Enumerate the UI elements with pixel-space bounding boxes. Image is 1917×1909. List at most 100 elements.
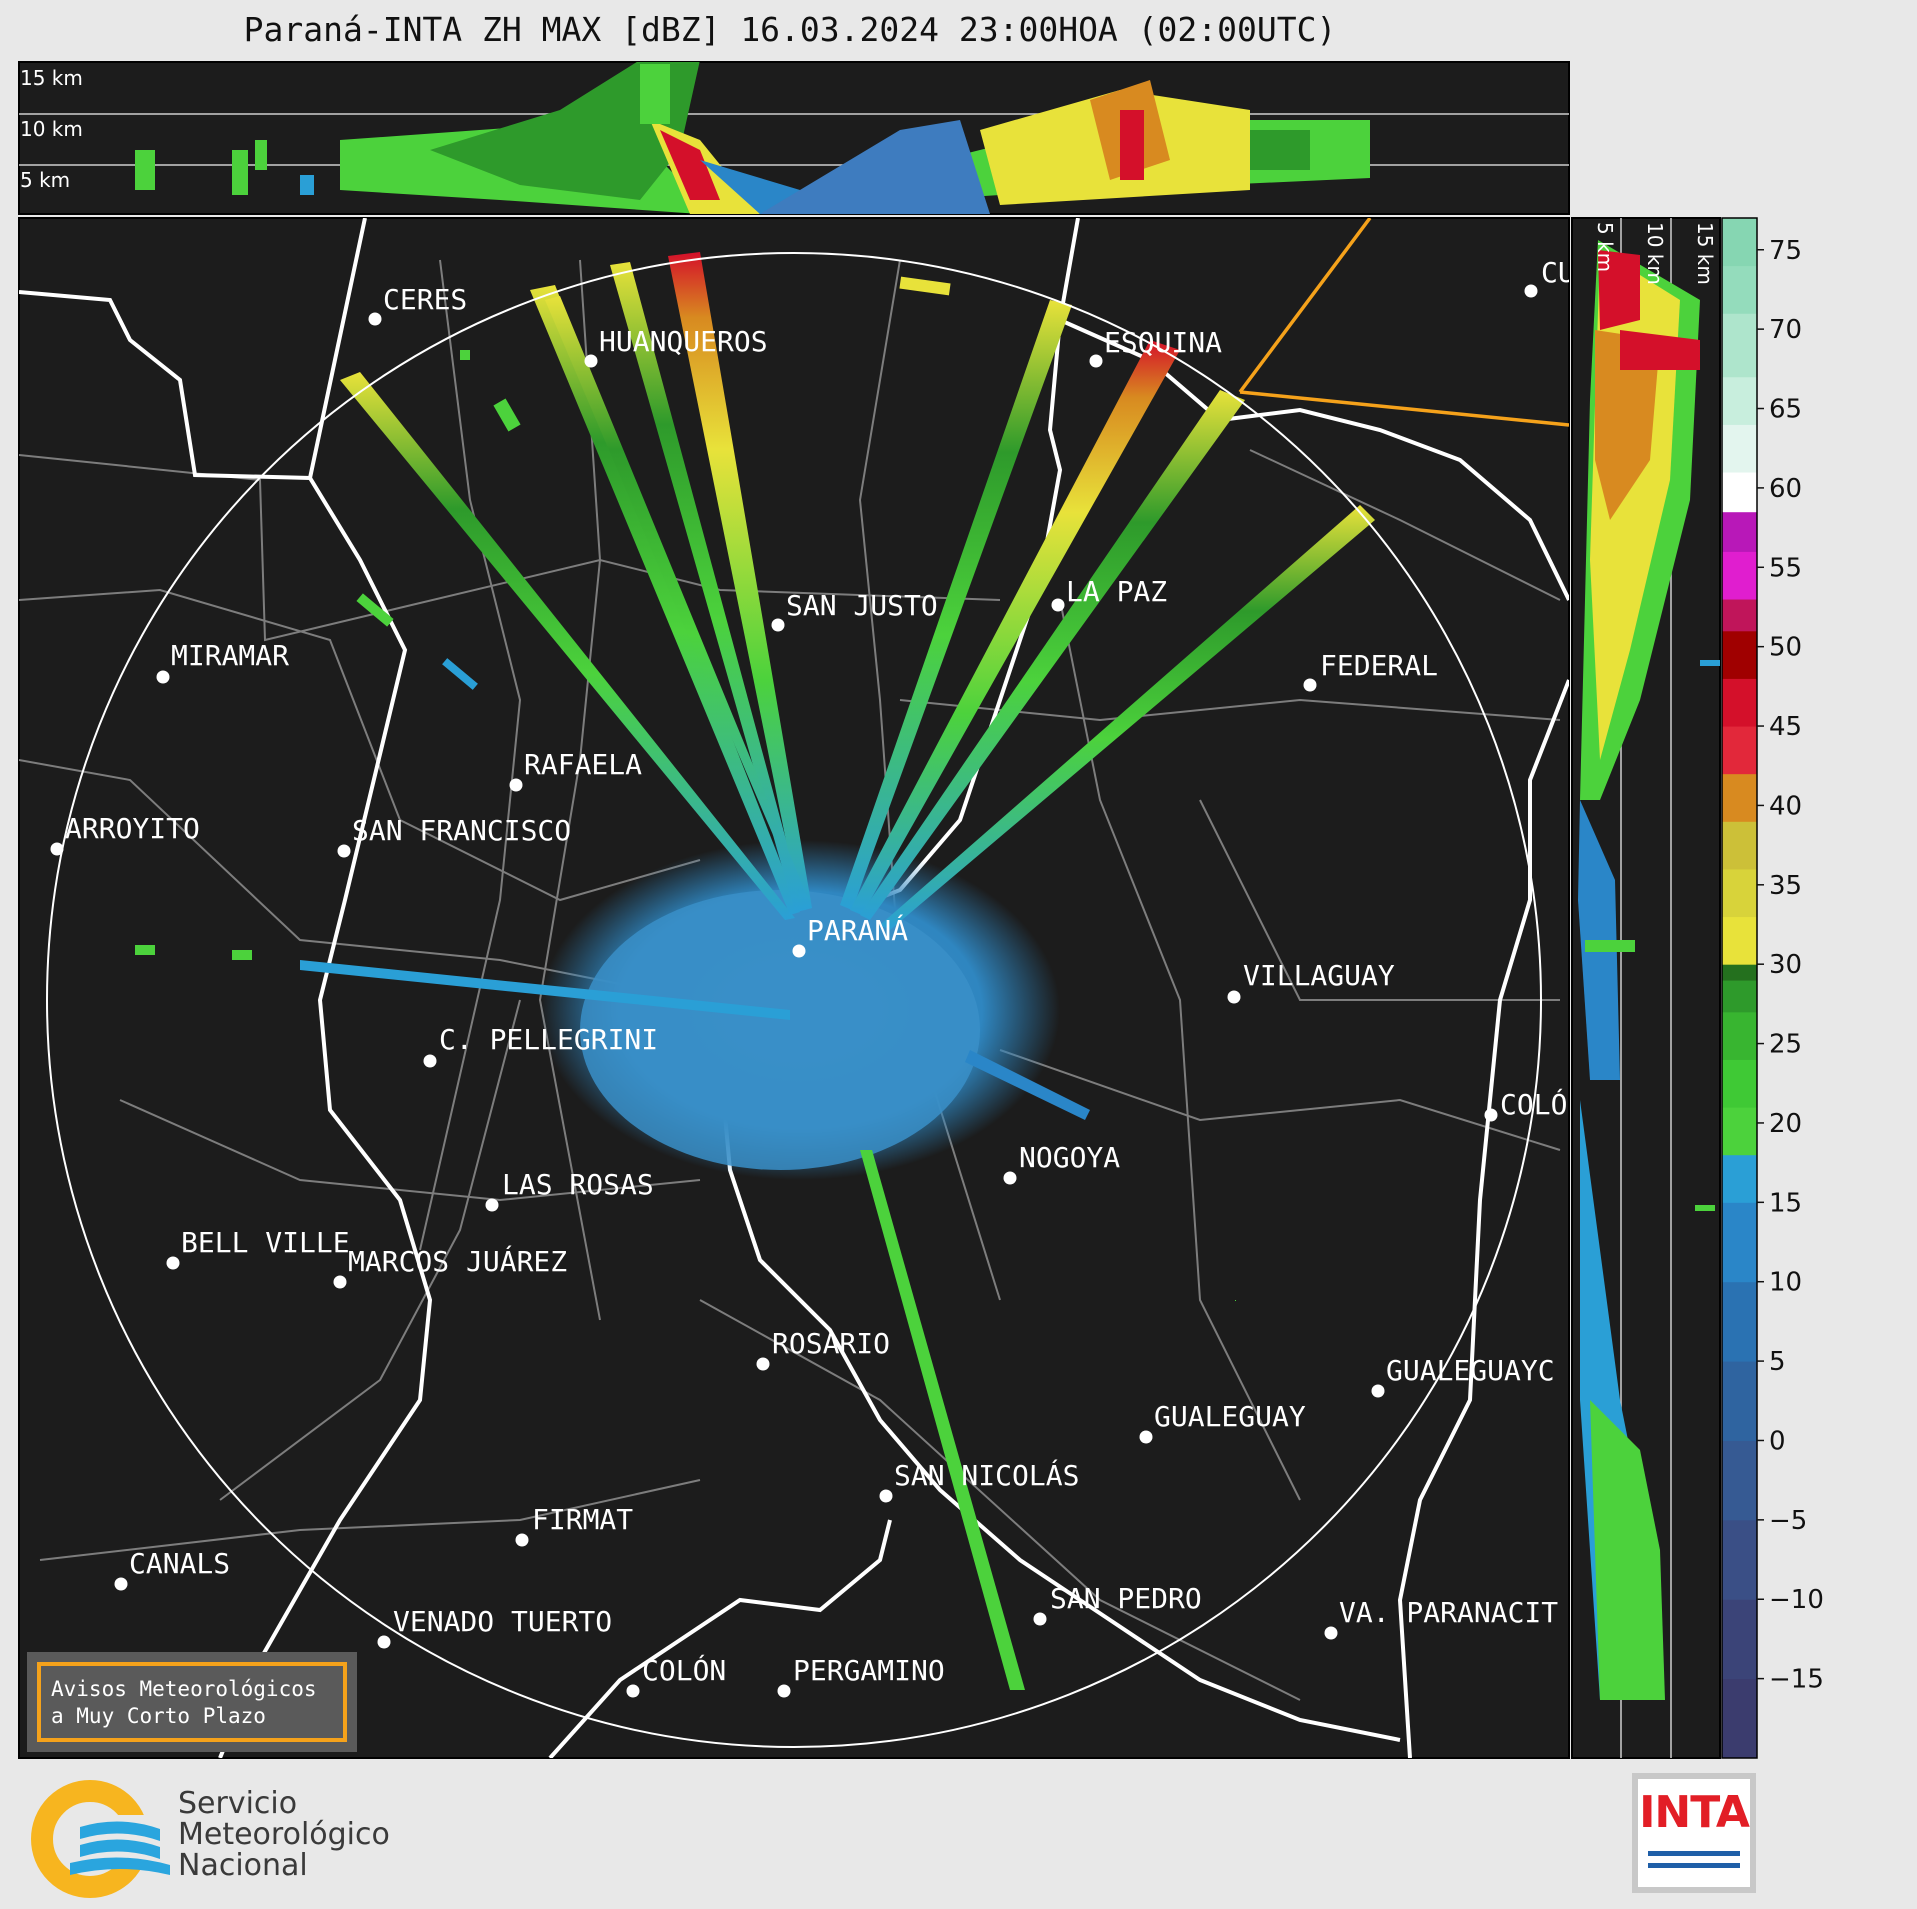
colorbar-tick-label: 45 [1769, 712, 1802, 742]
city-las-rosas: LAS ROSAS [485, 1168, 654, 1212]
colorbar-swatch [1722, 916, 1757, 965]
colorbar-swatch [1722, 1059, 1757, 1108]
city-canals: CANALS [114, 1547, 230, 1591]
colorbar-swatch [1722, 1678, 1757, 1759]
inta-logo-bar-2 [1648, 1863, 1740, 1868]
map-title: Paraná-INTA ZH MAX [dBZ] 16.03.2024 23:0… [243, 10, 1337, 49]
colorbar-swatch [1722, 265, 1757, 314]
notice-box: Avisos Meteorológicos a Muy Corto Plazo [27, 1652, 357, 1752]
inta-logo: INTA [1632, 1773, 1756, 1893]
svg-text:HUANQUEROS: HUANQUEROS [599, 325, 768, 358]
colorbar-tick-label: 0 [1769, 1426, 1786, 1456]
side-height-label-15km: 15 km [1693, 222, 1717, 285]
smn-line-1: Servicio [178, 1786, 298, 1821]
city-villaguay: VILLAGUAY [1227, 959, 1395, 1004]
colorbar-swatch [1722, 1202, 1757, 1283]
colorbar-tick-label: −15 [1769, 1665, 1824, 1695]
colorbar-tick-label: 35 [1769, 871, 1802, 901]
svg-text:GUALEGUAY: GUALEGUAY [1154, 1400, 1306, 1433]
colorbar-tick-label: 30 [1769, 950, 1802, 980]
city-rafaela: RAFAELA [509, 748, 642, 792]
svg-text:NOGOYA: NOGOYA [1019, 1141, 1120, 1174]
svg-text:PARANÁ: PARANÁ [807, 913, 908, 947]
svg-text:FEDERAL: FEDERAL [1320, 649, 1438, 682]
city-marcos-juarez: MARCOS JUÁREZ [333, 1244, 567, 1289]
svg-text:COLÓ: COLÓ [1500, 1087, 1567, 1121]
svg-text:COLÓN: COLÓN [642, 1653, 726, 1687]
colorbar-swatch [1722, 599, 1757, 632]
top-height-label-5km: 5 km [20, 168, 70, 192]
colorbar-swatch [1722, 1519, 1757, 1600]
svg-text:BELL VILLE: BELL VILLE [181, 1226, 350, 1259]
colorbar-swatch [1722, 551, 1757, 600]
radar-map: CERES HUANQUEROS ESQUINA CU SAN JUSTO LA… [18, 217, 1575, 1759]
colorbar-swatch [1722, 1281, 1757, 1362]
colorbar-swatch [1722, 1361, 1757, 1441]
svg-text:SAN PEDRO: SAN PEDRO [1050, 1582, 1202, 1615]
svg-text:SAN NICOLÁS: SAN NICOLÁS [894, 1458, 1079, 1492]
city-parana: PARANÁ [792, 913, 908, 958]
colorbar-tick-label: 70 [1769, 315, 1802, 345]
colorbar-swatch [1722, 1107, 1757, 1156]
colorbar-tick-label: 15 [1769, 1188, 1802, 1218]
colorbar-swatch [1722, 821, 1757, 870]
highlight-lines [1238, 218, 1569, 427]
smn-line-3: Nacional [178, 1848, 308, 1883]
notice-frame: Avisos Meteorológicos a Muy Corto Plazo [37, 1662, 347, 1742]
svg-text:LA PAZ: LA PAZ [1066, 575, 1167, 608]
svg-text:CU: CU [1541, 256, 1575, 289]
colorbar-swatch [1722, 218, 1757, 267]
city-san-justo: SAN JUSTO [771, 589, 938, 632]
colorbar-swatch [1722, 313, 1757, 378]
colorbar-swatch [1722, 773, 1757, 822]
colorbar-swatch [1722, 1154, 1757, 1203]
svg-text:VA. PARANACIT: VA. PARANACIT [1339, 1596, 1558, 1629]
colorbar-tick-label: −10 [1769, 1585, 1824, 1615]
svg-text:MARCOS JUÁREZ: MARCOS JUÁREZ [348, 1244, 567, 1278]
city-c-pellegrini: C. PELLEGRINI [423, 1023, 658, 1068]
notice-line-2: a Muy Corto Plazo [51, 1704, 266, 1728]
city-bell-ville: BELL VILLE [166, 1226, 350, 1270]
city-ceres: CERES [368, 283, 467, 326]
city-nogoya: NOGOYA [1003, 1141, 1120, 1185]
colorbar-tick-label: −5 [1769, 1506, 1807, 1536]
svg-text:C. PELLEGRINI: C. PELLEGRINI [439, 1023, 658, 1056]
city-san-francisco: SAN FRANCISCO [337, 814, 571, 858]
svg-text:LAS ROSAS: LAS ROSAS [502, 1168, 654, 1201]
colorbar-tick-label: 60 [1769, 474, 1802, 504]
side-height-label-5km: 5 km [1593, 222, 1617, 272]
colorbar-swatch [1722, 980, 1757, 1013]
inta-logo-bar-1 [1648, 1851, 1740, 1856]
vertical-cross-section-top: 15 km 10 km 5 km [18, 61, 1570, 215]
colorbar-tick-label: 55 [1769, 553, 1802, 583]
svg-text:ESQUINA: ESQUINA [1104, 326, 1222, 359]
svg-text:ROSARIO: ROSARIO [772, 1327, 890, 1360]
city-esquina: ESQUINA [1089, 326, 1222, 368]
svg-text:PERGAMINO: PERGAMINO [793, 1654, 945, 1687]
city-va-paranacit: VA. PARANACIT [1324, 1596, 1558, 1640]
colorbar-tick-label: 75 [1769, 236, 1802, 266]
side-height-label-10km: 10 km [1643, 222, 1667, 285]
city-markers: CERES HUANQUEROS ESQUINA CU SAN JUSTO LA… [50, 256, 1575, 1698]
city-colo: COLÓ [1484, 1087, 1567, 1122]
city-federal: FEDERAL [1303, 649, 1438, 692]
smn-wordmark: Servicio Meteorológico Nacional [178, 1788, 390, 1881]
colorbar-swatch [1722, 868, 1757, 918]
colorbar-swatch [1722, 511, 1757, 552]
colorbar-swatch [1722, 630, 1757, 679]
svg-text:VENADO TUERTO: VENADO TUERTO [393, 1605, 612, 1638]
svg-text:CANALS: CANALS [129, 1547, 230, 1580]
city-arroyito: ARROYITO [50, 812, 200, 856]
city-san-nicolas: SAN NICOLÁS [879, 1458, 1079, 1503]
colorbar-tick-label: 65 [1769, 395, 1802, 425]
range-ring [46, 252, 1542, 1748]
colorbar-swatch [1722, 376, 1757, 425]
colorbar-tick-label: 10 [1769, 1268, 1802, 1298]
svg-text:GUALEGUAYC: GUALEGUAYC [1386, 1354, 1555, 1387]
colorbar-swatch [1722, 472, 1757, 513]
svg-text:MIRAMAR: MIRAMAR [171, 639, 289, 672]
city-pergamino: PERGAMINO [777, 1654, 945, 1698]
radar-beams [300, 252, 1375, 1690]
svg-text:ARROYITO: ARROYITO [65, 812, 200, 845]
